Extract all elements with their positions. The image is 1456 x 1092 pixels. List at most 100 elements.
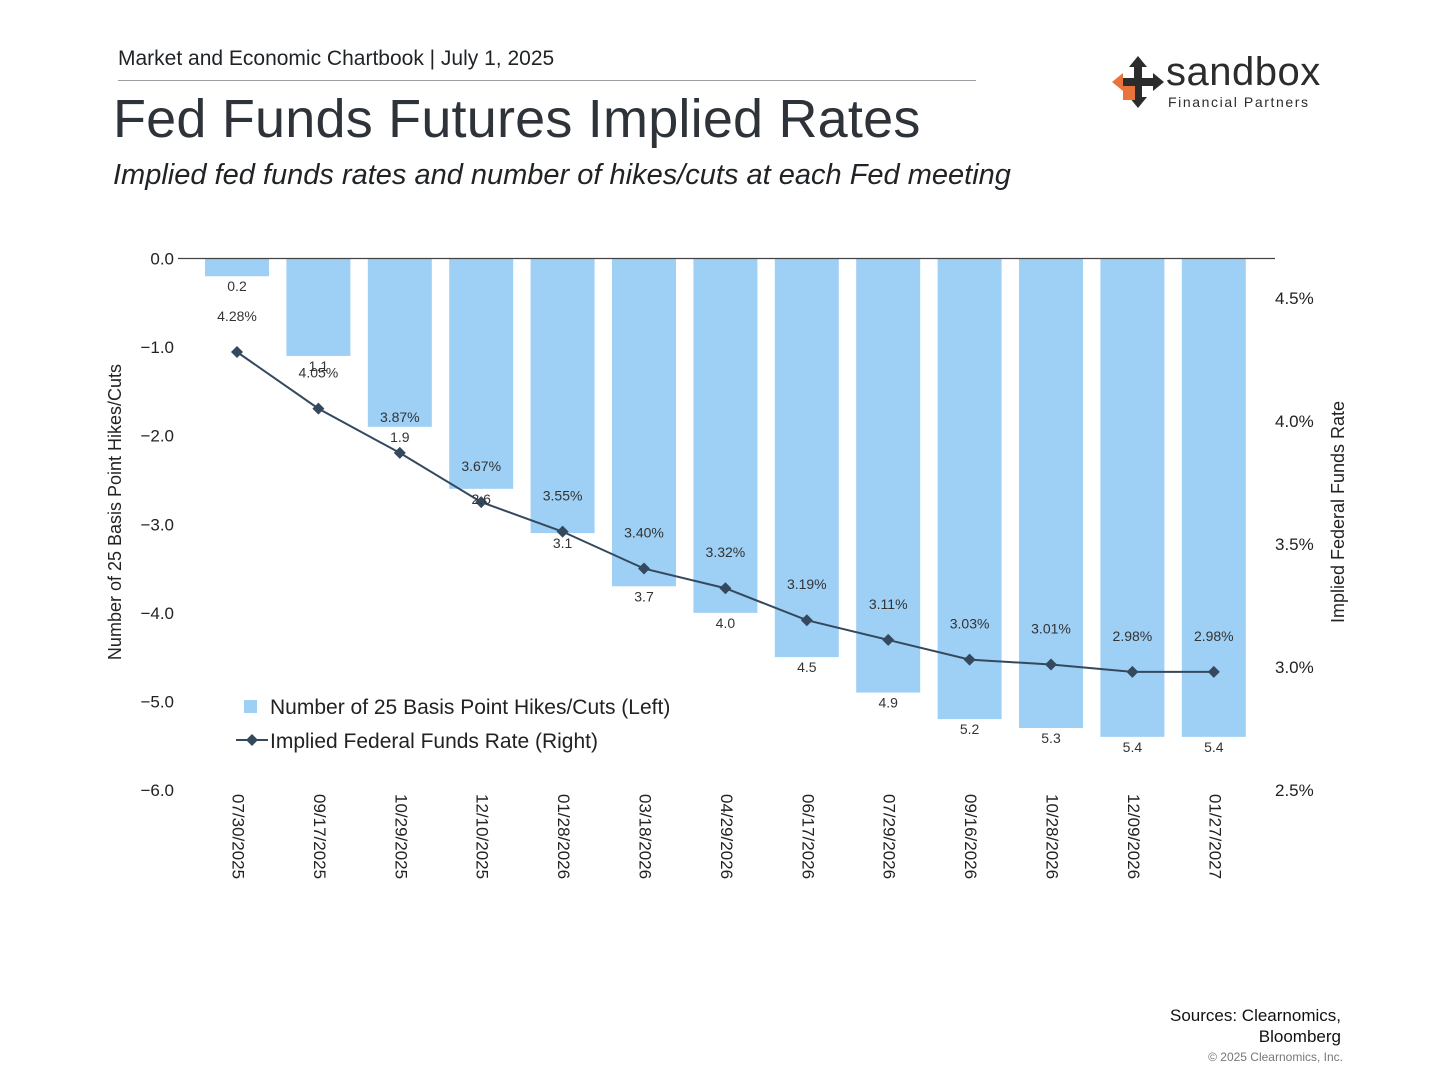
left-tick-label: −2.0 <box>140 427 174 446</box>
rate-point <box>556 525 569 538</box>
left-axis-title: Number of 25 Basis Point Hikes/Cuts <box>105 364 125 660</box>
rate-data-label: 3.32% <box>706 544 746 560</box>
bars-layer <box>205 258 1246 737</box>
bar <box>856 258 921 693</box>
rate-point <box>1207 665 1220 678</box>
legend-bar-swatch <box>244 700 257 713</box>
bar-data-label: 5.2 <box>960 721 980 737</box>
x-tick-label: 07/30/2025 <box>229 794 248 879</box>
four-arrows-icon <box>1112 56 1164 108</box>
bar <box>367 258 432 427</box>
right-tick-label: 3.5% <box>1275 535 1314 554</box>
x-tick-label: 09/16/2026 <box>961 794 980 879</box>
right-tick-label: 4.0% <box>1275 412 1314 431</box>
x-tick-label: 10/29/2025 <box>391 794 410 879</box>
x-tick-label: 07/29/2026 <box>880 794 899 879</box>
right-tick-label: 2.5% <box>1275 781 1314 800</box>
rate-data-label: 3.19% <box>787 576 827 592</box>
page-subtitle: Implied fed funds rates and number of hi… <box>113 159 1011 191</box>
right-axis-title: Implied Federal Funds Rate <box>1328 401 1348 623</box>
sources-line-1: Sources: Clearnomics, <box>1169 1006 1341 1025</box>
x-tick-label: 09/17/2025 <box>310 794 329 879</box>
chart-legend: Number of 25 Basis Point Hikes/Cuts (Lef… <box>236 696 670 753</box>
bar <box>937 258 1002 720</box>
left-tick-label: −6.0 <box>140 781 174 800</box>
rate-data-label: 3.67% <box>461 458 501 474</box>
x-tick-label: 12/09/2026 <box>1124 794 1143 879</box>
x-tick-label: 01/27/2027 <box>1205 794 1224 879</box>
x-tick-label: 12/10/2025 <box>473 794 492 879</box>
rate-data-label: 3.55% <box>543 488 583 504</box>
rate-data-label: 3.11% <box>869 596 908 612</box>
rate-point <box>393 446 406 459</box>
bar-data-label: 3.7 <box>634 588 654 604</box>
logo-wordmark: sandbox <box>1166 50 1321 94</box>
rate-point <box>475 496 488 509</box>
left-tick-label: −4.0 <box>140 604 174 623</box>
bar-data-label: 4.9 <box>878 695 898 711</box>
legend-diamond-marker <box>246 734 258 746</box>
right-tick-label: 3.0% <box>1275 658 1314 677</box>
ticks-layer: 0.0 −1.0 −2.0 −3.0 −4.0 −5.0 −6.0 4.5% 4.0% 3.5% 3… <box>140 250 1313 801</box>
chartbook-header: Market and Economic Chartbook | July 1, … <box>118 47 555 70</box>
x-tick-label: 10/28/2026 <box>1043 794 1062 879</box>
rate-point <box>1126 665 1139 678</box>
sandbox-logo: sandbox Financial Partners <box>1112 50 1332 114</box>
x-tick-label: 03/18/2026 <box>636 794 655 879</box>
line-layer <box>231 346 1220 678</box>
x-tick-label: 04/29/2026 <box>717 794 736 879</box>
rate-point <box>231 346 243 359</box>
rate-point <box>963 653 976 666</box>
bar-data-label: 1.1 <box>309 358 329 374</box>
legend-line-label: Implied Federal Funds Rate (Right) <box>270 730 598 753</box>
sources-line-2: Bloomberg <box>1258 1027 1341 1046</box>
bar <box>612 258 676 587</box>
bar-data-label: 2.6 <box>471 491 491 507</box>
bar <box>449 258 514 489</box>
bar <box>1100 258 1165 737</box>
rate-point <box>719 582 732 595</box>
fed-funds-chart: Number of 25 Basis Point Hikes/Cuts Impl… <box>105 250 1348 880</box>
rate-data-label: 2.98% <box>1113 628 1153 644</box>
rate-data-label: 2.98% <box>1194 628 1234 644</box>
bar-data-label: 1.9 <box>390 429 410 445</box>
bar-data-label: 0.2 <box>227 278 247 294</box>
bar-data-label: 5.3 <box>1041 730 1061 746</box>
bar-data-label: 4.0 <box>716 615 736 631</box>
bar-data-label: 4.5 <box>797 659 817 675</box>
rate-point <box>1045 658 1057 671</box>
rate-data-label: 4.05% <box>299 365 339 381</box>
rate-point <box>638 562 650 575</box>
header-divider <box>118 80 976 81</box>
rate-data-label: 4.28% <box>217 308 257 324</box>
bar <box>693 258 758 613</box>
x-tick-label: 01/28/2026 <box>554 794 573 879</box>
rate-data-label: 3.03% <box>950 616 990 632</box>
labels-layer: 0.2 07/30/2025 1.1 09/17/2025 1.9 10/29/2025 2… <box>217 278 1234 879</box>
legend-bar-label: Number of 25 Basis Point Hikes/Cuts (Lef… <box>270 696 670 719</box>
bar <box>286 258 351 356</box>
left-tick-label: −3.0 <box>140 515 174 534</box>
rate-point <box>882 633 895 646</box>
bar <box>1181 258 1246 737</box>
bar-data-label: 5.4 <box>1123 739 1143 755</box>
bar <box>205 258 269 277</box>
bar-data-label: 3.1 <box>553 535 573 551</box>
sources-note: Sources: Clearnomics, Bloomberg <box>1170 1005 1341 1047</box>
x-tick-label: 06/17/2026 <box>798 794 817 879</box>
bar <box>774 258 839 658</box>
rate-data-label: 3.87% <box>380 409 420 425</box>
left-tick-label: −1.0 <box>140 338 174 357</box>
rate-point <box>312 402 325 415</box>
rate-data-label: 3.01% <box>1031 621 1071 637</box>
left-tick-label: 0.0 <box>150 250 174 269</box>
copyright-note: © 2025 Clearnomics, Inc. <box>1208 1050 1343 1064</box>
left-tick-label: −5.0 <box>140 692 174 711</box>
rate-point <box>800 614 813 627</box>
logo-tagline: Financial Partners <box>1168 94 1310 110</box>
bar <box>1019 258 1083 728</box>
bar-data-label: 5.4 <box>1204 739 1224 755</box>
page-title: Fed Funds Futures Implied Rates <box>113 89 921 149</box>
rate-data-label: 3.40% <box>624 525 664 541</box>
bar <box>530 258 595 534</box>
